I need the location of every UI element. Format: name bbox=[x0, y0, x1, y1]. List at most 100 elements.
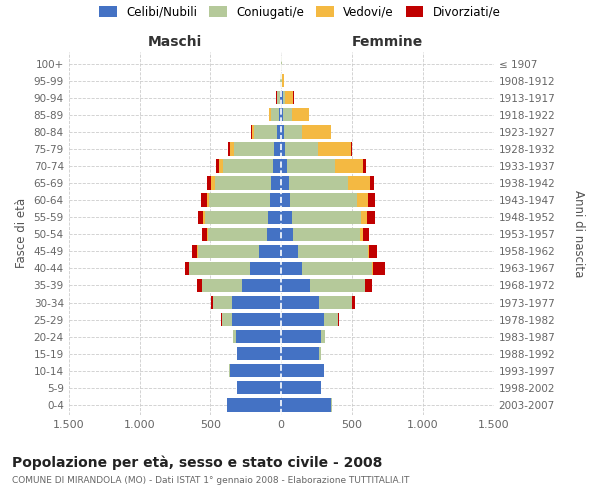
Bar bbox=[361, 210, 367, 224]
Bar bbox=[280, 74, 281, 88]
Bar bbox=[259, 244, 281, 258]
Bar bbox=[269, 108, 271, 122]
Bar bbox=[207, 228, 208, 241]
Legend: Celibi/Nubili, Coniugati/e, Vedovi/e, Divorziati/e: Celibi/Nubili, Coniugati/e, Vedovi/e, Di… bbox=[95, 1, 505, 24]
Bar bbox=[197, 279, 202, 292]
Bar bbox=[277, 91, 280, 104]
Bar bbox=[279, 108, 281, 122]
Bar bbox=[230, 142, 235, 156]
Bar bbox=[197, 210, 203, 224]
Bar bbox=[236, 330, 281, 344]
Bar bbox=[281, 244, 298, 258]
Bar bbox=[368, 194, 375, 207]
Bar bbox=[324, 364, 325, 378]
Bar bbox=[292, 108, 309, 122]
Bar bbox=[281, 194, 290, 207]
Bar bbox=[207, 176, 211, 190]
Bar bbox=[281, 279, 310, 292]
Bar bbox=[202, 228, 207, 241]
Bar bbox=[281, 381, 321, 394]
Y-axis label: Fasce di età: Fasce di età bbox=[15, 198, 28, 268]
Bar bbox=[252, 125, 254, 138]
Bar bbox=[364, 160, 366, 172]
Bar bbox=[367, 210, 375, 224]
Bar bbox=[319, 296, 352, 309]
Bar bbox=[250, 262, 281, 275]
Bar bbox=[281, 330, 321, 344]
Bar bbox=[232, 313, 281, 326]
Bar bbox=[281, 228, 293, 241]
Bar bbox=[274, 142, 281, 156]
Bar bbox=[281, 74, 282, 88]
Bar bbox=[207, 194, 209, 207]
Bar bbox=[270, 194, 281, 207]
Y-axis label: Anni di nascita: Anni di nascita bbox=[572, 190, 585, 277]
Bar bbox=[221, 313, 232, 326]
Bar bbox=[281, 210, 292, 224]
Bar bbox=[201, 194, 207, 207]
Bar bbox=[281, 91, 283, 104]
Bar bbox=[282, 57, 283, 70]
Bar bbox=[349, 176, 370, 190]
Bar bbox=[237, 381, 281, 394]
Bar bbox=[227, 398, 281, 411]
Text: Maschi: Maschi bbox=[148, 35, 202, 49]
Bar bbox=[362, 228, 369, 241]
Bar bbox=[205, 210, 268, 224]
Bar bbox=[211, 296, 213, 309]
Bar bbox=[197, 244, 259, 258]
Bar bbox=[280, 91, 281, 104]
Bar bbox=[373, 262, 385, 275]
Bar bbox=[281, 296, 319, 309]
Bar bbox=[189, 262, 250, 275]
Bar bbox=[370, 176, 374, 190]
Bar bbox=[286, 142, 318, 156]
Bar bbox=[251, 125, 252, 138]
Bar bbox=[215, 176, 271, 190]
Bar bbox=[233, 330, 236, 344]
Bar bbox=[357, 194, 368, 207]
Bar bbox=[360, 228, 362, 241]
Bar bbox=[232, 296, 281, 309]
Bar bbox=[281, 398, 331, 411]
Bar bbox=[281, 160, 287, 172]
Bar bbox=[318, 142, 350, 156]
Bar bbox=[338, 313, 339, 326]
Bar bbox=[350, 142, 352, 156]
Bar bbox=[185, 262, 189, 275]
Bar bbox=[302, 125, 331, 138]
Bar bbox=[271, 108, 279, 122]
Bar bbox=[271, 176, 281, 190]
Bar bbox=[324, 313, 338, 326]
Bar bbox=[236, 347, 237, 360]
Bar bbox=[283, 108, 292, 122]
Bar bbox=[267, 228, 281, 241]
Bar bbox=[216, 160, 219, 172]
Bar bbox=[219, 160, 223, 172]
Bar bbox=[209, 194, 270, 207]
Bar bbox=[281, 313, 324, 326]
Bar bbox=[284, 125, 302, 138]
Bar bbox=[281, 347, 319, 360]
Bar bbox=[369, 244, 377, 258]
Bar bbox=[287, 160, 335, 172]
Bar bbox=[235, 142, 274, 156]
Bar bbox=[310, 279, 365, 292]
Bar bbox=[281, 125, 284, 138]
Bar bbox=[230, 364, 281, 378]
Bar bbox=[372, 262, 373, 275]
Bar bbox=[254, 125, 277, 138]
Bar bbox=[192, 244, 197, 258]
Bar bbox=[352, 296, 355, 309]
Bar bbox=[292, 210, 361, 224]
Bar bbox=[365, 279, 372, 292]
Bar bbox=[202, 279, 242, 292]
Text: Femmine: Femmine bbox=[352, 35, 423, 49]
Bar bbox=[335, 160, 364, 172]
Bar bbox=[277, 125, 281, 138]
Bar bbox=[272, 160, 281, 172]
Bar bbox=[286, 91, 293, 104]
Bar bbox=[268, 210, 281, 224]
Bar bbox=[213, 296, 232, 309]
Bar bbox=[281, 108, 283, 122]
